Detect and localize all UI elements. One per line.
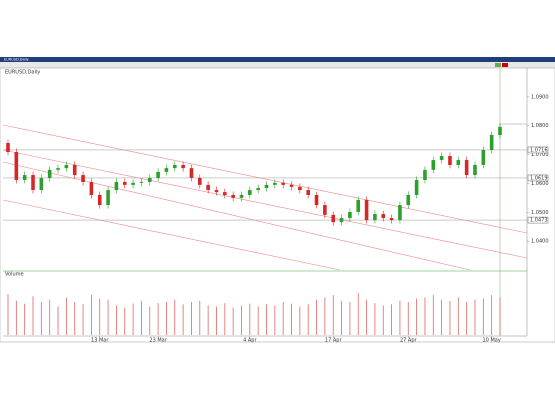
x-tick-label: 13 Mar <box>91 338 109 344</box>
candle-body <box>6 143 10 152</box>
candle-body <box>164 168 169 172</box>
title-bar <box>0 57 555 62</box>
candle-body <box>131 182 135 185</box>
candle-body <box>97 194 102 206</box>
candle-body <box>273 182 277 185</box>
candle-body <box>206 184 210 191</box>
level-label: 1.0716 <box>530 147 548 153</box>
candle-body <box>139 181 144 183</box>
candle-body <box>197 177 202 185</box>
y-tick-label: 1.0400 <box>531 239 549 245</box>
candle-body <box>298 186 302 191</box>
candle-body <box>289 184 294 187</box>
candle-body <box>314 194 319 206</box>
level-box <box>527 146 549 154</box>
toolbar <box>0 62 555 68</box>
candle-body <box>331 214 336 223</box>
candle-body <box>72 164 77 176</box>
x-tick-label: 23 Mar <box>149 338 167 344</box>
x-tick-label: 27 Apr <box>400 338 418 344</box>
candle-body <box>323 205 327 215</box>
toolbar-button[interactable] <box>502 63 508 67</box>
candle-body <box>398 205 402 221</box>
chart-window <box>0 67 555 343</box>
candle-body <box>56 168 60 170</box>
toolbar-button[interactable] <box>495 63 501 67</box>
candle-body <box>248 190 252 195</box>
candle-body <box>431 160 436 170</box>
candle-body <box>264 184 269 189</box>
candle-body <box>231 194 235 198</box>
candle-body <box>481 149 486 165</box>
candle-body <box>306 190 311 195</box>
candle-body <box>122 181 127 185</box>
candle-body <box>106 190 110 206</box>
candle-body <box>147 177 152 182</box>
y-tick-label: 1.0800 <box>531 123 549 129</box>
x-tick-label: 17 Apr <box>325 338 343 344</box>
candle-body <box>22 175 27 180</box>
candle-body <box>31 175 35 191</box>
chart-label: EURUSD,Daily <box>5 70 40 76</box>
candle-body <box>406 194 411 206</box>
candle-body <box>223 192 227 195</box>
candle-body <box>389 218 394 221</box>
x-tick-label: 10 May <box>483 338 501 344</box>
candle-body <box>339 218 344 223</box>
x-tick-label: 4 Apr <box>243 338 257 344</box>
candle-body <box>256 188 260 191</box>
y-tick-label: 1.0900 <box>531 94 549 100</box>
y-tick-label: 1.0700 <box>531 152 549 158</box>
trend-channel <box>2 124 528 271</box>
level-label: 1.0473 <box>530 218 548 224</box>
candle-body <box>423 169 427 180</box>
level-box <box>527 216 549 224</box>
candle-body <box>364 199 369 221</box>
candle-body <box>14 151 19 180</box>
candle-body <box>39 177 44 191</box>
candle-body <box>239 194 244 198</box>
candle-body <box>156 171 160 178</box>
candle-body <box>172 164 177 169</box>
window-title: EURUSD,Daily <box>4 58 29 62</box>
y-tick-label: 1.0500 <box>531 210 549 216</box>
candle-body <box>214 190 219 193</box>
candle-body <box>464 160 469 176</box>
candle-body <box>189 168 194 178</box>
candle-body <box>81 175 85 182</box>
candle-body <box>489 134 494 150</box>
level-label: 1.0619 <box>530 175 548 181</box>
candle-body <box>439 156 444 161</box>
candle-body <box>414 179 419 195</box>
candle-body <box>456 160 461 165</box>
candle-body <box>114 181 119 191</box>
candle-body <box>281 182 285 185</box>
candle-body <box>47 169 52 178</box>
candle-body <box>381 214 386 219</box>
candle-body <box>356 199 361 212</box>
candle-body <box>498 126 502 135</box>
candle-body <box>64 164 69 169</box>
candle-body <box>89 181 94 195</box>
y-tick-label: 1.0600 <box>531 181 549 187</box>
candle-body <box>348 211 352 219</box>
candle-body <box>181 164 185 169</box>
level-box <box>527 174 549 182</box>
candle-body <box>473 164 477 176</box>
candle-body <box>448 156 452 165</box>
candle-body <box>373 214 377 221</box>
volume-label: Volume <box>5 272 24 278</box>
